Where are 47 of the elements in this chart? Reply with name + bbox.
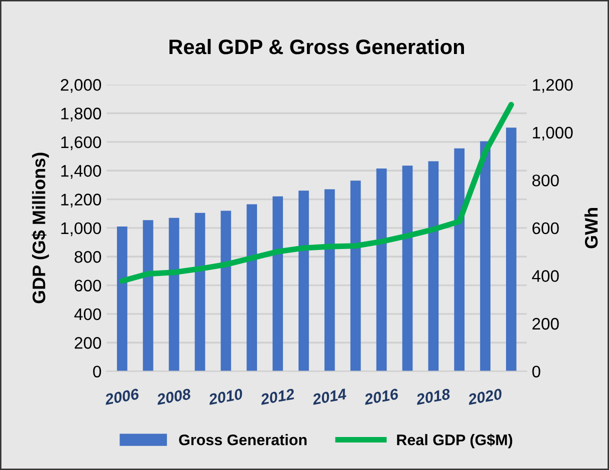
x-tick-label: 2012 bbox=[260, 388, 296, 405]
legend-label: Gross Generation bbox=[179, 434, 307, 446]
x-tick-label: 2008 bbox=[156, 388, 192, 405]
bar bbox=[142, 220, 154, 372]
y-tick-label: 1,000 bbox=[61, 222, 102, 236]
bar bbox=[480, 141, 490, 372]
bar bbox=[376, 168, 387, 372]
bar bbox=[272, 196, 283, 372]
y-tick-label: 600 bbox=[74, 280, 102, 292]
bar bbox=[506, 128, 516, 372]
x-tick-label: 2018 bbox=[415, 388, 451, 405]
y2-tick-label: 1,000 bbox=[532, 126, 573, 141]
x-tick-label: 2020 bbox=[467, 388, 503, 405]
x-tick-label: 2016 bbox=[363, 388, 400, 405]
x-tick-label: 2014 bbox=[312, 388, 347, 405]
y-tick-label: 200 bbox=[74, 337, 102, 349]
legend-label: Real GDP (G$M) bbox=[397, 434, 512, 448]
y2-tick-label: 200 bbox=[532, 318, 559, 330]
bar bbox=[246, 204, 258, 372]
y-tick-label: 2,000 bbox=[60, 79, 102, 93]
y2-tick-label: 0 bbox=[532, 366, 540, 378]
y-tick-label: 1,800 bbox=[61, 108, 102, 122]
y2-tick-label: 400 bbox=[532, 270, 559, 282]
y-tick-label: 800 bbox=[74, 251, 102, 263]
bar bbox=[454, 148, 465, 372]
bar bbox=[116, 226, 128, 372]
bar bbox=[168, 218, 180, 372]
bar bbox=[298, 190, 309, 372]
y2-tick-label: 1,200 bbox=[532, 79, 573, 93]
y-tick-label: 0 bbox=[93, 366, 102, 378]
y-tick-label: 1,200 bbox=[61, 194, 102, 208]
bar bbox=[324, 189, 335, 372]
y2-tick-label: 800 bbox=[532, 174, 559, 186]
bar bbox=[194, 212, 206, 372]
bar bbox=[428, 161, 439, 372]
y-tick-label: 1,400 bbox=[61, 165, 102, 179]
y-axis-title: GDP (G$ Millions) bbox=[32, 152, 49, 304]
y2-axis-title: GWh bbox=[584, 208, 598, 248]
x-tick-label: 2006 bbox=[104, 388, 140, 405]
bar bbox=[402, 166, 413, 372]
bar bbox=[220, 210, 232, 372]
y2-tick-label: 600 bbox=[532, 222, 559, 234]
x-tick-label: 2010 bbox=[208, 388, 244, 405]
y-tick-label: 400 bbox=[74, 308, 102, 320]
chart-title: Real GDP & Gross Generation bbox=[169, 38, 464, 54]
y-tick-label: 1,600 bbox=[61, 136, 102, 150]
bar bbox=[350, 180, 361, 372]
